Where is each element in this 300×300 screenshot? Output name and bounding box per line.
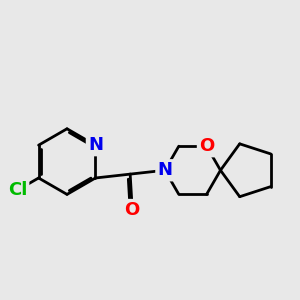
Text: Cl: Cl: [8, 181, 27, 199]
Text: N: N: [88, 136, 103, 154]
Text: O: O: [199, 137, 214, 155]
Text: N: N: [158, 161, 172, 179]
Text: O: O: [124, 201, 140, 219]
